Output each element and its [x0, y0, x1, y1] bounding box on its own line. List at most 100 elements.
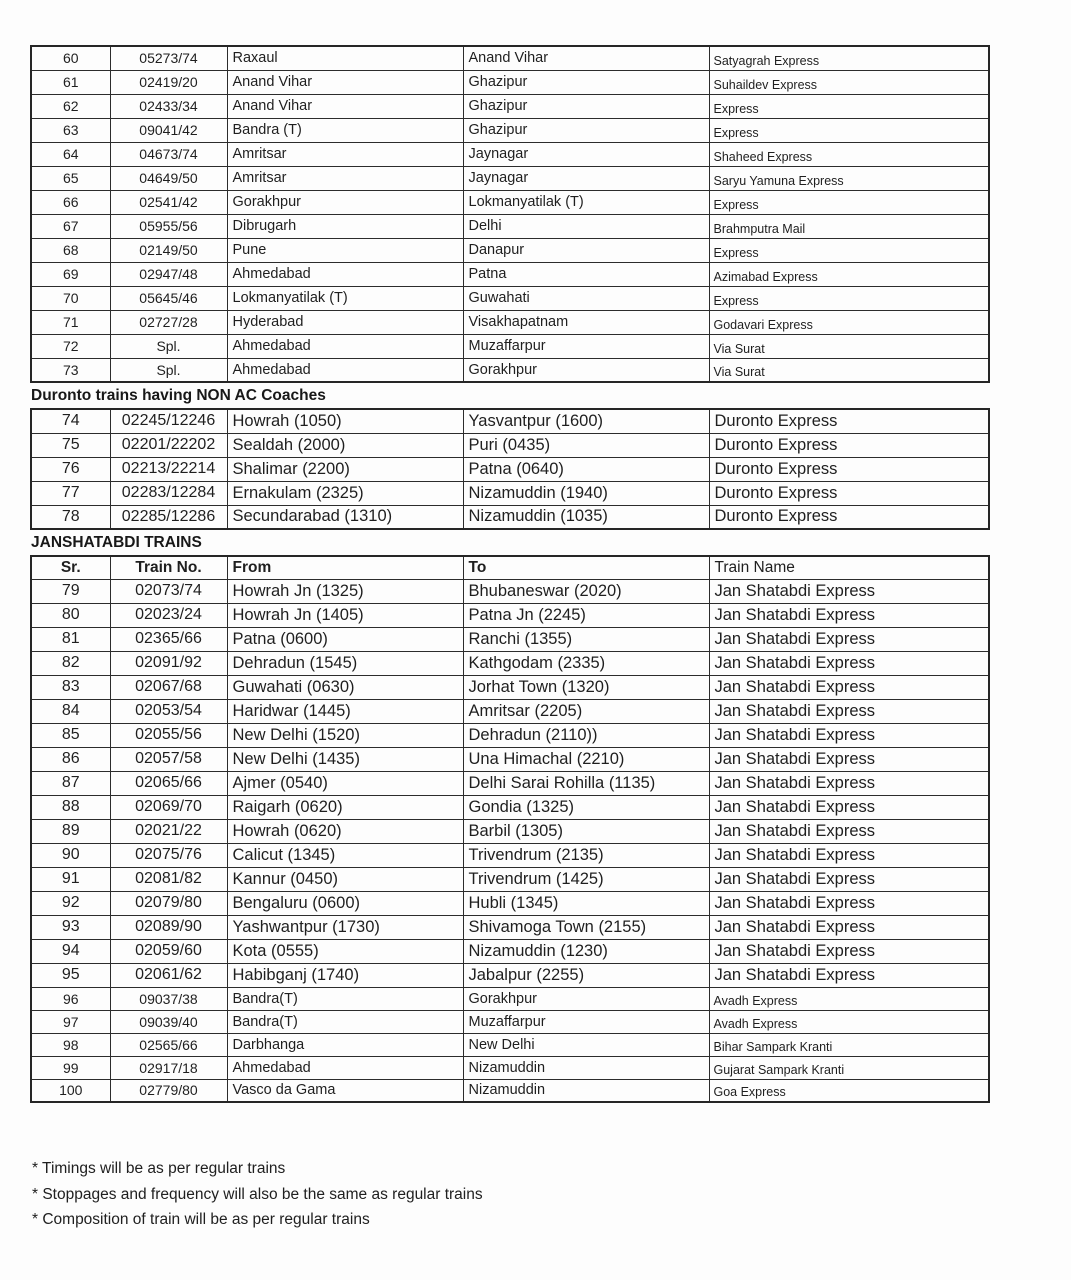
cell-no: 02055/56	[109, 722, 228, 748]
cell-no: 02947/48	[109, 261, 228, 287]
cell-no: 05645/46	[109, 285, 228, 311]
footnotes: * Timings will be as per regular trains …	[32, 1156, 988, 1233]
cell-sr: 96	[30, 986, 111, 1011]
cell-no: 02021/22	[109, 818, 228, 844]
cell-to: Nizamuddin (1035)	[462, 504, 710, 530]
cell-to: Ghazipur	[462, 69, 710, 95]
table-row: 69 02947/48 Ahmedabad Patna Azimabad Express	[30, 261, 990, 287]
cell-sr: 67	[30, 213, 111, 239]
cell-name: Express	[708, 237, 990, 263]
cell-name: Brahmputra Mail	[708, 213, 990, 239]
cell-to: Delhi Sarai Rohilla (1135)	[462, 770, 710, 796]
cell-no: 05955/56	[109, 213, 228, 239]
table-row: 81 02365/66 Patna (0600) Ranchi (1355) Jan S…	[30, 626, 990, 652]
cell-to: Trivendrum (1425)	[462, 866, 710, 892]
cell-from: Howrah Jn (1325)	[226, 578, 464, 604]
cell-no: 04673/74	[109, 141, 228, 167]
cell-from: Sealdah (2000)	[226, 432, 464, 458]
cell-sr: 64	[30, 141, 111, 167]
cell-sr: 97	[30, 1009, 111, 1034]
cell-no: 09041/42	[109, 117, 228, 143]
cell-no: 02089/90	[109, 914, 228, 940]
cell-no: 02201/22202	[109, 432, 228, 458]
table-row: 68 02149/50 Pune Danapur Express	[30, 237, 990, 263]
cell-no: 04649/50	[109, 165, 228, 191]
cell-to: Lokmanyatilak (T)	[462, 189, 710, 215]
cell-sr: 66	[30, 189, 111, 215]
cell-name: Jan Shatabdi Express	[708, 890, 990, 916]
cell-name: Express	[708, 117, 990, 143]
cell-name: Godavari Express	[708, 309, 990, 335]
table-row: 76 02213/22214 Shalimar (2200) Patna (0640)…	[30, 456, 990, 482]
cell-no: 02213/22214	[109, 456, 228, 482]
cell-from: Anand Vihar	[226, 93, 464, 119]
table-row: 83 02067/68 Guwahati (0630) Jorhat Town (13…	[30, 674, 990, 700]
cell-no: Spl.	[109, 357, 228, 383]
cell-sr: 78	[30, 504, 111, 530]
table-row: 62 02433/34 Anand Vihar Ghazipur Express	[30, 93, 990, 119]
cell-no: 02067/68	[109, 674, 228, 700]
cell-from: New Delhi (1520)	[226, 722, 464, 748]
cell-from: Raxaul	[226, 45, 464, 71]
table-row: 99 02917/18 Ahmedabad Nizamuddin Gujarat Sam…	[30, 1055, 990, 1080]
cell-sr: 68	[30, 237, 111, 263]
cell-to: Nizamuddin (1940)	[462, 480, 710, 506]
cell-sr: 98	[30, 1032, 111, 1057]
cell-sr: 90	[30, 842, 111, 868]
cell-name: Express	[708, 285, 990, 311]
cell-from: Ahmedabad	[226, 357, 464, 383]
cell-no: 02023/24	[109, 602, 228, 628]
cell-sr: 89	[30, 818, 111, 844]
cell-sr: 100	[30, 1078, 111, 1103]
cell-to: Visakhapatnam	[462, 309, 710, 335]
table-row: 86 02057/58 New Delhi (1435) Una Himachal (…	[30, 746, 990, 772]
cell-no: 02365/66	[109, 626, 228, 652]
cell-to: Amritsar (2205)	[462, 698, 710, 724]
cell-no: 09037/38	[109, 986, 228, 1011]
cell-from: Ahmedabad	[226, 261, 464, 287]
cell-from: Bandra(T)	[226, 1009, 464, 1034]
table-row: 95 02061/62 Habibganj (1740) Jabalpur (2255…	[30, 962, 990, 988]
cell-sr: 79	[30, 578, 111, 604]
cell-to: Puri (0435)	[462, 432, 710, 458]
cell-to: Delhi	[462, 213, 710, 239]
cell-no: 02149/50	[109, 237, 228, 263]
cell-name: Bihar Sampark Kranti	[708, 1032, 990, 1057]
cell-to: Jorhat Town (1320)	[462, 674, 710, 700]
table-row: 89 02021/22 Howrah (0620) Barbil (1305) Jan …	[30, 818, 990, 844]
table-row: 71 02727/28 Hyderabad Visakhapatnam Godavari…	[30, 309, 990, 335]
table-row: 93 02089/90 Yashwantpur (1730) Shivamoga To…	[30, 914, 990, 940]
cell-to: Patna	[462, 261, 710, 287]
cell-to: Ghazipur	[462, 117, 710, 143]
cell-no: 02433/34	[109, 93, 228, 119]
cell-to: Danapur	[462, 237, 710, 263]
cell-from: Howrah (1050)	[226, 408, 464, 434]
cell-sr: 73	[30, 357, 111, 383]
cell-name: Saryu Yamuna Express	[708, 165, 990, 191]
cell-to: Muzaffarpur	[462, 333, 710, 359]
cell-name: Via Surat	[708, 357, 990, 383]
cell-from: Dehradun (1545)	[226, 650, 464, 676]
cell-from: Bandra (T)	[226, 117, 464, 143]
header-sr: Sr.	[30, 555, 111, 580]
cell-from: Howrah Jn (1405)	[226, 602, 464, 628]
cell-name: Duronto Express	[708, 432, 990, 458]
cell-no: 09039/40	[109, 1009, 228, 1034]
cell-to: Patna (0640)	[462, 456, 710, 482]
cell-name: Suhaildev Express	[708, 69, 990, 95]
cell-name: Jan Shatabdi Express	[708, 794, 990, 820]
cell-no: 02075/76	[109, 842, 228, 868]
cell-to: Barbil (1305)	[462, 818, 710, 844]
cell-no: 02285/12286	[109, 504, 228, 530]
cell-from: Vasco da Gama	[226, 1078, 464, 1103]
document-content: 60 05273/74 Raxaul Anand Vihar Satyagrah Exp…	[30, 45, 990, 1233]
table-row: 80 02023/24 Howrah Jn (1405) Patna Jn (2245…	[30, 602, 990, 628]
cell-sr: 95	[30, 962, 111, 988]
cell-sr: 92	[30, 890, 111, 916]
table-row: 64 04673/74 Amritsar Jaynagar Shaheed Expres…	[30, 141, 990, 167]
cell-from: Ahmedabad	[226, 333, 464, 359]
cell-from: Bandra(T)	[226, 986, 464, 1011]
cell-to: Jabalpur (2255)	[462, 962, 710, 988]
cell-to: Patna Jn (2245)	[462, 602, 710, 628]
